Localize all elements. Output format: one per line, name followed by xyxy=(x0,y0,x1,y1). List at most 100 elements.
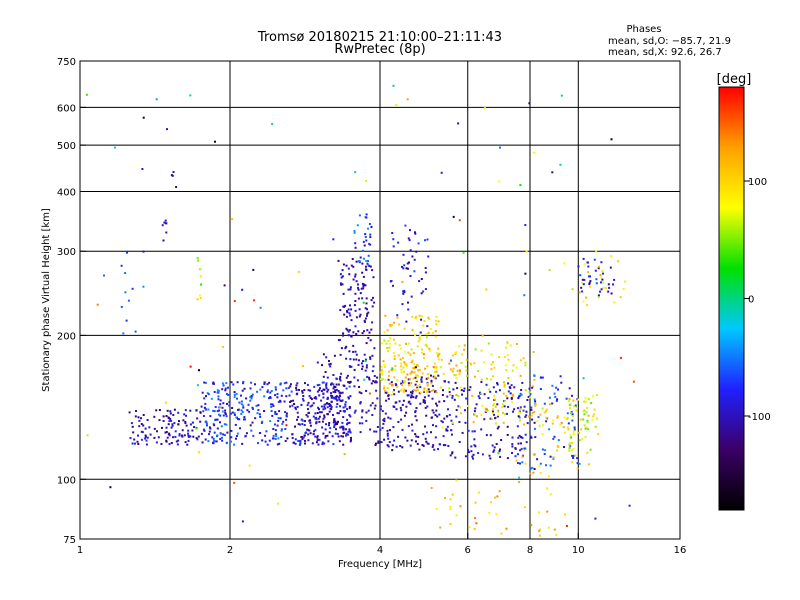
data-point xyxy=(560,381,563,384)
data-point xyxy=(543,402,546,405)
data-point xyxy=(357,297,360,300)
data-point xyxy=(184,409,187,412)
data-point xyxy=(566,417,569,419)
data-point xyxy=(276,424,279,427)
data-point xyxy=(496,427,499,430)
data-point xyxy=(388,374,390,377)
data-point xyxy=(155,98,158,101)
data-point xyxy=(415,389,417,392)
data-point xyxy=(257,409,260,411)
data-point xyxy=(131,287,134,290)
data-point xyxy=(323,414,326,417)
data-point xyxy=(442,389,444,392)
data-point xyxy=(337,383,340,386)
data-point xyxy=(365,342,368,345)
data-point xyxy=(341,399,344,402)
data-point xyxy=(505,527,508,530)
data-point xyxy=(544,449,547,452)
data-point xyxy=(236,381,239,384)
data-point xyxy=(371,305,374,308)
data-point xyxy=(572,432,575,435)
data-point xyxy=(349,415,352,418)
data-point xyxy=(307,408,309,411)
data-point xyxy=(195,427,198,430)
data-point xyxy=(600,288,603,291)
data-point xyxy=(434,436,437,439)
data-point xyxy=(371,321,374,324)
data-point xyxy=(387,397,390,400)
data-point xyxy=(288,394,291,397)
data-point xyxy=(320,411,323,414)
data-point xyxy=(348,428,351,431)
data-point xyxy=(419,368,421,371)
data-point xyxy=(346,311,349,314)
data-point xyxy=(548,403,551,406)
data-point xyxy=(172,436,175,439)
data-point xyxy=(279,382,282,385)
data-point xyxy=(397,420,400,423)
data-point xyxy=(208,426,211,429)
data-point xyxy=(399,358,402,361)
data-point xyxy=(369,233,372,236)
data-point xyxy=(276,443,279,446)
data-point xyxy=(449,508,452,511)
data-point xyxy=(407,237,410,240)
data-point xyxy=(196,384,199,387)
data-point xyxy=(250,381,253,384)
data-point xyxy=(428,347,431,350)
data-point xyxy=(549,464,552,467)
data-point xyxy=(301,419,304,422)
data-point xyxy=(415,379,418,382)
data-point xyxy=(261,386,264,389)
data-point xyxy=(251,406,254,409)
data-point xyxy=(624,280,627,283)
data-point xyxy=(581,290,584,293)
data-point xyxy=(328,402,331,405)
data-point xyxy=(145,439,148,442)
data-point xyxy=(322,417,325,420)
data-point xyxy=(571,288,574,291)
data-point xyxy=(274,429,277,432)
data-point xyxy=(427,442,430,445)
data-point xyxy=(223,423,226,426)
data-point xyxy=(503,383,506,386)
data-point xyxy=(197,435,200,438)
data-point xyxy=(350,308,353,311)
data-point xyxy=(473,444,476,447)
data-point xyxy=(322,392,325,395)
data-point xyxy=(351,258,354,260)
y-tick-label: 100 xyxy=(57,475,76,486)
data-point xyxy=(165,431,168,433)
data-point xyxy=(307,439,310,442)
data-point xyxy=(155,441,158,444)
data-point xyxy=(597,267,600,270)
data-point xyxy=(191,429,194,432)
data-point xyxy=(495,513,498,516)
data-point xyxy=(388,342,391,345)
data-point xyxy=(581,278,584,281)
data-point xyxy=(295,387,298,389)
data-point xyxy=(393,321,395,324)
data-point xyxy=(498,389,501,392)
data-point xyxy=(461,353,464,356)
data-point xyxy=(246,409,249,412)
data-point xyxy=(297,270,300,273)
data-point xyxy=(205,395,207,398)
data-point xyxy=(340,283,343,286)
data-point xyxy=(436,404,439,407)
data-point xyxy=(403,291,406,293)
data-point xyxy=(430,487,433,489)
data-point xyxy=(477,452,480,454)
data-point xyxy=(493,398,496,401)
data-point xyxy=(245,432,248,435)
data-point xyxy=(213,391,216,393)
data-point xyxy=(129,437,132,439)
data-point xyxy=(386,350,389,352)
data-point xyxy=(236,432,239,435)
data-point xyxy=(196,438,199,441)
data-point xyxy=(309,396,312,399)
data-point xyxy=(340,276,343,279)
data-point xyxy=(565,525,568,527)
data-point xyxy=(539,462,542,465)
data-point xyxy=(496,495,499,498)
